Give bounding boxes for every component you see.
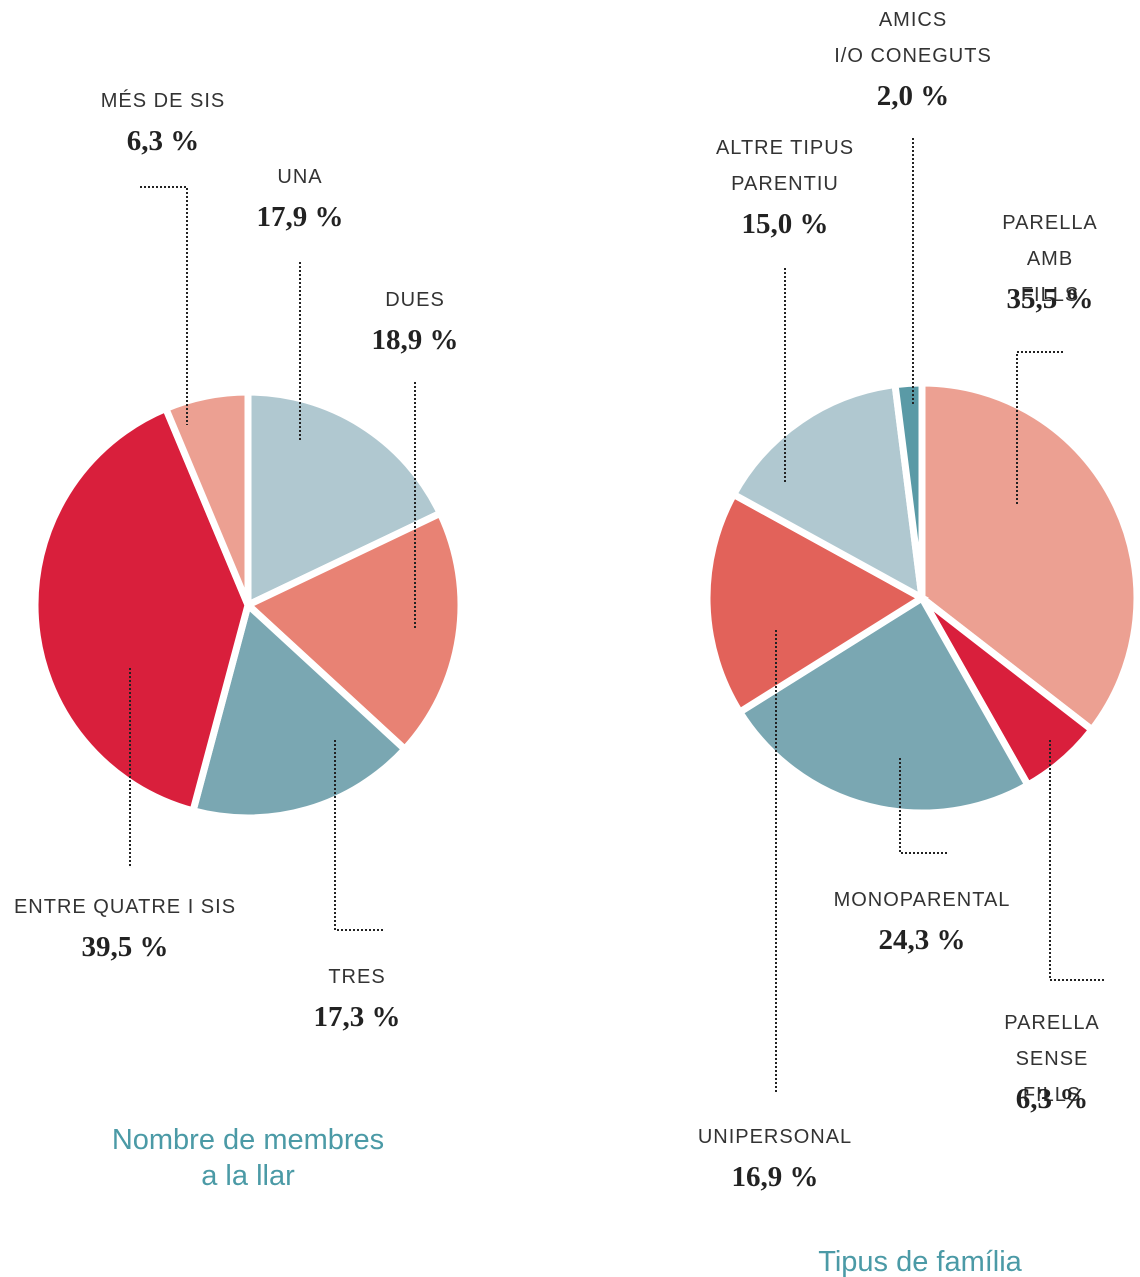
slice-label: UNIPERSONAL: [697, 1126, 853, 1148]
pie-slice: [241, 508, 465, 755]
leader-line: [1016, 351, 1063, 505]
slice-label: MONOPARENTAL: [833, 889, 1011, 911]
pie-slice: [728, 380, 927, 605]
pie-slice: [918, 379, 1140, 735]
pie-slice: [244, 388, 445, 611]
slice-value: 35,5 %: [1006, 283, 1094, 315]
leader-line: [140, 186, 188, 425]
chart-title: Tipus de família: [818, 1246, 1022, 1277]
pie-slice: [703, 489, 929, 717]
pie-slice: [161, 388, 252, 607]
slice-value: 16,9 %: [731, 1161, 819, 1193]
pie-slice: [31, 403, 252, 816]
slice-label: PARELLA AMB FILLS: [1002, 212, 1098, 306]
slice-value: 18,9 %: [371, 324, 459, 356]
leader-line: [1049, 740, 1105, 981]
slice-label: PARELLA SENSE FILLS: [1004, 1012, 1100, 1106]
leader-line: [334, 740, 383, 931]
pie-slice: [891, 379, 926, 599]
slice-value: 2,0 %: [876, 80, 950, 112]
slice-label: TRES: [328, 966, 386, 988]
chart-title: Nombre de membres a la llar: [111, 1124, 385, 1192]
slice-label: AMICS I/O CONEGUTS: [834, 9, 992, 67]
slice-label: DUES: [385, 289, 445, 311]
slice-label: ENTRE QUATRE I SIS: [13, 896, 237, 918]
slice-value: 24,3 %: [878, 924, 966, 956]
slice-value: 6,3 %: [126, 125, 200, 157]
pie-slice: [188, 598, 410, 822]
slice-value: 17,9 %: [256, 201, 344, 233]
slice-value: 6,3 %: [1015, 1083, 1089, 1115]
pie-slice: [734, 593, 1033, 817]
slice-label: UNA: [277, 166, 323, 188]
slice-value: 17,3 %: [313, 1001, 401, 1033]
slice-label: MÉS DE SIS: [100, 90, 226, 112]
slice-label: ALTRE TIPUS PARENTIU: [715, 137, 855, 195]
slice-value: 15,0 %: [741, 208, 829, 240]
slice-value: 39,5 %: [81, 931, 169, 963]
